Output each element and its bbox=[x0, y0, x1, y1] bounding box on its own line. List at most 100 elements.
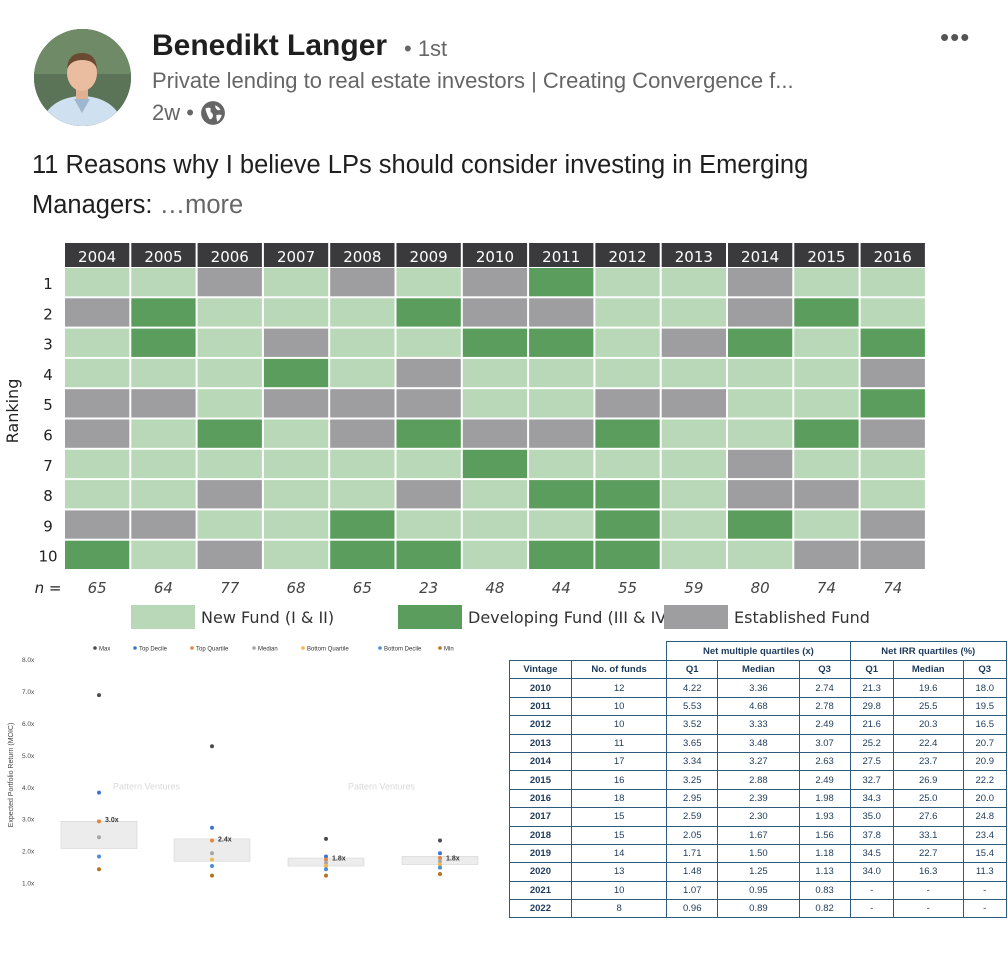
heatmap-cell bbox=[462, 268, 528, 297]
heatmap-cell bbox=[661, 298, 726, 327]
table-cell: 24.8 bbox=[962, 807, 1008, 827]
heatmap-cell bbox=[131, 389, 196, 418]
table-cell: 34.0 bbox=[849, 862, 894, 882]
data-point bbox=[210, 851, 214, 856]
table-cell: 19.5 bbox=[962, 696, 1008, 717]
column-header: Median bbox=[892, 659, 964, 680]
heatmap-cell bbox=[860, 389, 925, 418]
data-point bbox=[324, 854, 328, 859]
table-cell: 33.1 bbox=[892, 825, 964, 845]
connection-degree: • 1st bbox=[404, 36, 448, 61]
rank-label: 10 bbox=[38, 548, 57, 566]
data-point bbox=[324, 857, 328, 862]
table-cell: 12 bbox=[570, 678, 668, 698]
year-label: 2008 bbox=[343, 248, 381, 266]
table-row: 2015 16 3.25 2.88 2.49 32.7 26.9 22.2 bbox=[509, 770, 1008, 790]
legend-dot bbox=[93, 646, 97, 650]
rank-label: 2 bbox=[43, 305, 53, 323]
data-point bbox=[324, 867, 328, 872]
heatmap-cell bbox=[728, 298, 793, 327]
ranking-heatmap[interactable]: 2004 2005 2006 2007 2008 2009 2010 2011 2012 2013… bbox=[0, 240, 1008, 635]
table-cell: 29.8 bbox=[849, 696, 894, 717]
vintage-cell: 2020 bbox=[509, 862, 572, 882]
moic-distribution-chart[interactable]: Max Top Decile Top Quartile Median Bottom Qu… bbox=[0, 640, 505, 920]
heatmap-cell bbox=[263, 449, 329, 479]
post-age: 2w • bbox=[152, 100, 194, 125]
heatmap-cell bbox=[462, 298, 528, 327]
legend-swatch-new bbox=[131, 605, 195, 629]
author-name[interactable]: Benedikt Langer bbox=[152, 29, 388, 62]
table-cell: 18 bbox=[570, 788, 668, 809]
heatmap-cell bbox=[131, 419, 196, 448]
year-header bbox=[396, 243, 461, 267]
heatmap-cell bbox=[661, 358, 726, 388]
table-cell: 16.3 bbox=[892, 862, 964, 882]
heatmap-cell bbox=[595, 480, 660, 509]
data-point bbox=[324, 836, 328, 841]
heatmap-cell bbox=[396, 449, 461, 479]
heatmap-cell bbox=[860, 419, 925, 448]
year-header bbox=[131, 243, 196, 267]
y-tick-label: 7.0x bbox=[22, 689, 35, 696]
author-avatar[interactable] bbox=[34, 29, 131, 126]
heatmap-cell bbox=[661, 449, 726, 479]
table-cell: 2.88 bbox=[717, 770, 800, 790]
table-cell: 21.3 bbox=[849, 678, 894, 698]
post-body: 11 Reasons why I believe LPs should cons… bbox=[32, 151, 809, 219]
data-point bbox=[324, 864, 328, 869]
table-cell: 1.13 bbox=[798, 862, 851, 882]
table-cell: 32.7 bbox=[849, 770, 894, 790]
table-cell: 1.56 bbox=[798, 825, 851, 845]
table-cell: 10 bbox=[570, 696, 668, 717]
table-cell: 20.0 bbox=[962, 788, 1008, 809]
table-cell: - bbox=[962, 899, 1008, 919]
y-tick-label: 3.0x bbox=[22, 817, 35, 824]
heatmap-cell bbox=[794, 389, 859, 418]
heatmap-cell bbox=[65, 389, 130, 418]
table-cell: 18.0 bbox=[962, 678, 1008, 698]
quartile-table-container: Net multiple quartiles (x) Net IRR quart… bbox=[509, 641, 1008, 919]
n-value: 77 bbox=[220, 579, 240, 597]
heatmap-cell bbox=[661, 510, 726, 539]
heatmap-cell bbox=[529, 540, 594, 569]
table-cell: 1.71 bbox=[666, 843, 719, 864]
heatmap-cell bbox=[794, 510, 859, 539]
heatmap-cell bbox=[794, 480, 859, 509]
data-point bbox=[438, 872, 442, 877]
table-cell: 5.53 bbox=[666, 696, 719, 717]
heatmap-cell bbox=[330, 540, 395, 569]
table-cell: 35.0 bbox=[849, 807, 894, 827]
year-header bbox=[595, 243, 660, 267]
n-value: 59 bbox=[684, 579, 703, 597]
data-point bbox=[210, 857, 214, 862]
table-cell: 0.95 bbox=[717, 880, 800, 901]
see-more-link[interactable]: …more bbox=[159, 191, 244, 219]
table-cell: 2.59 bbox=[666, 807, 719, 827]
year-label: 2005 bbox=[144, 248, 182, 266]
heatmap-cell bbox=[263, 268, 329, 297]
heatmap-cell bbox=[728, 389, 793, 418]
heatmap-cell bbox=[65, 480, 130, 509]
legend-label: Developing Fund (III & IV) bbox=[468, 607, 673, 627]
median-label: 1.8x bbox=[446, 856, 460, 863]
rank-label: 8 bbox=[43, 487, 53, 505]
heatmap-cell bbox=[197, 389, 262, 418]
table-cell: 2.74 bbox=[798, 678, 851, 698]
heatmap-cell bbox=[263, 358, 329, 388]
n-value: 64 bbox=[154, 579, 173, 597]
heatmap-cell bbox=[65, 298, 130, 327]
legend-text: Top Decile bbox=[139, 647, 168, 653]
legend-swatch-established bbox=[664, 605, 728, 629]
heatmap-cell bbox=[794, 358, 859, 388]
more-horizontal-icon[interactable]: ••• bbox=[940, 22, 971, 52]
heatmap-cell bbox=[661, 268, 726, 297]
table-cell: 3.36 bbox=[717, 678, 800, 698]
heatmap-cell bbox=[595, 449, 660, 479]
table-cell: 23.4 bbox=[962, 825, 1008, 845]
heatmap-cell bbox=[661, 328, 726, 357]
year-label: 2006 bbox=[211, 248, 249, 266]
table-cell: 15 bbox=[570, 825, 668, 845]
table-cell: 19.6 bbox=[892, 678, 964, 698]
table-cell: 1.98 bbox=[798, 788, 851, 809]
median-label: 2.4x bbox=[218, 836, 232, 843]
